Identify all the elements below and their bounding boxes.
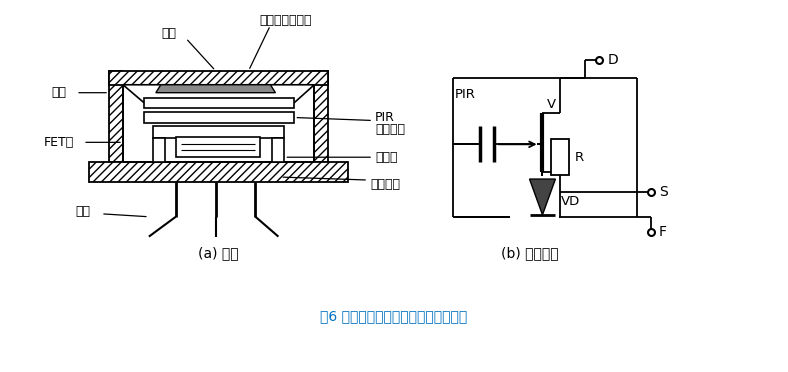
Text: 支承环: 支承环	[375, 151, 398, 164]
Text: PIR: PIR	[455, 88, 475, 101]
Bar	[144, 112, 295, 124]
Text: F: F	[659, 225, 667, 239]
Bar	[273, 138, 284, 162]
Text: 电路元件: 电路元件	[370, 177, 400, 190]
Text: 图6 红外传感器内部结构与内部电路图: 图6 红外传感器内部结构与内部电路图	[321, 309, 467, 323]
Bar	[314, 71, 329, 162]
Text: S: S	[659, 185, 667, 199]
Bar	[552, 140, 570, 175]
Bar	[176, 137, 261, 157]
Text: 外壳: 外壳	[52, 86, 67, 99]
Text: VD: VD	[560, 195, 580, 208]
Bar	[89, 162, 348, 182]
Text: R: R	[574, 151, 583, 164]
Polygon shape	[515, 184, 544, 220]
Text: 热电元件: 热电元件	[375, 123, 405, 136]
Text: D: D	[608, 53, 618, 67]
Bar	[109, 71, 329, 85]
Polygon shape	[156, 85, 276, 93]
Text: 菲涅尔滤光透镜: 菲涅尔滤光透镜	[259, 14, 311, 27]
Text: V: V	[546, 98, 556, 111]
Text: 引脚: 引脚	[76, 205, 91, 218]
Polygon shape	[123, 85, 314, 103]
Polygon shape	[530, 179, 556, 215]
Text: (a) 结构: (a) 结构	[199, 247, 239, 260]
Bar	[153, 126, 284, 138]
Text: FET管: FET管	[44, 136, 74, 149]
Bar	[109, 71, 123, 162]
Bar	[510, 176, 559, 222]
Bar	[153, 138, 165, 162]
Text: (b) 内部电路: (b) 内部电路	[500, 247, 559, 260]
Text: 窗口: 窗口	[162, 27, 177, 40]
Bar	[144, 98, 295, 108]
Text: PIR: PIR	[375, 111, 395, 124]
